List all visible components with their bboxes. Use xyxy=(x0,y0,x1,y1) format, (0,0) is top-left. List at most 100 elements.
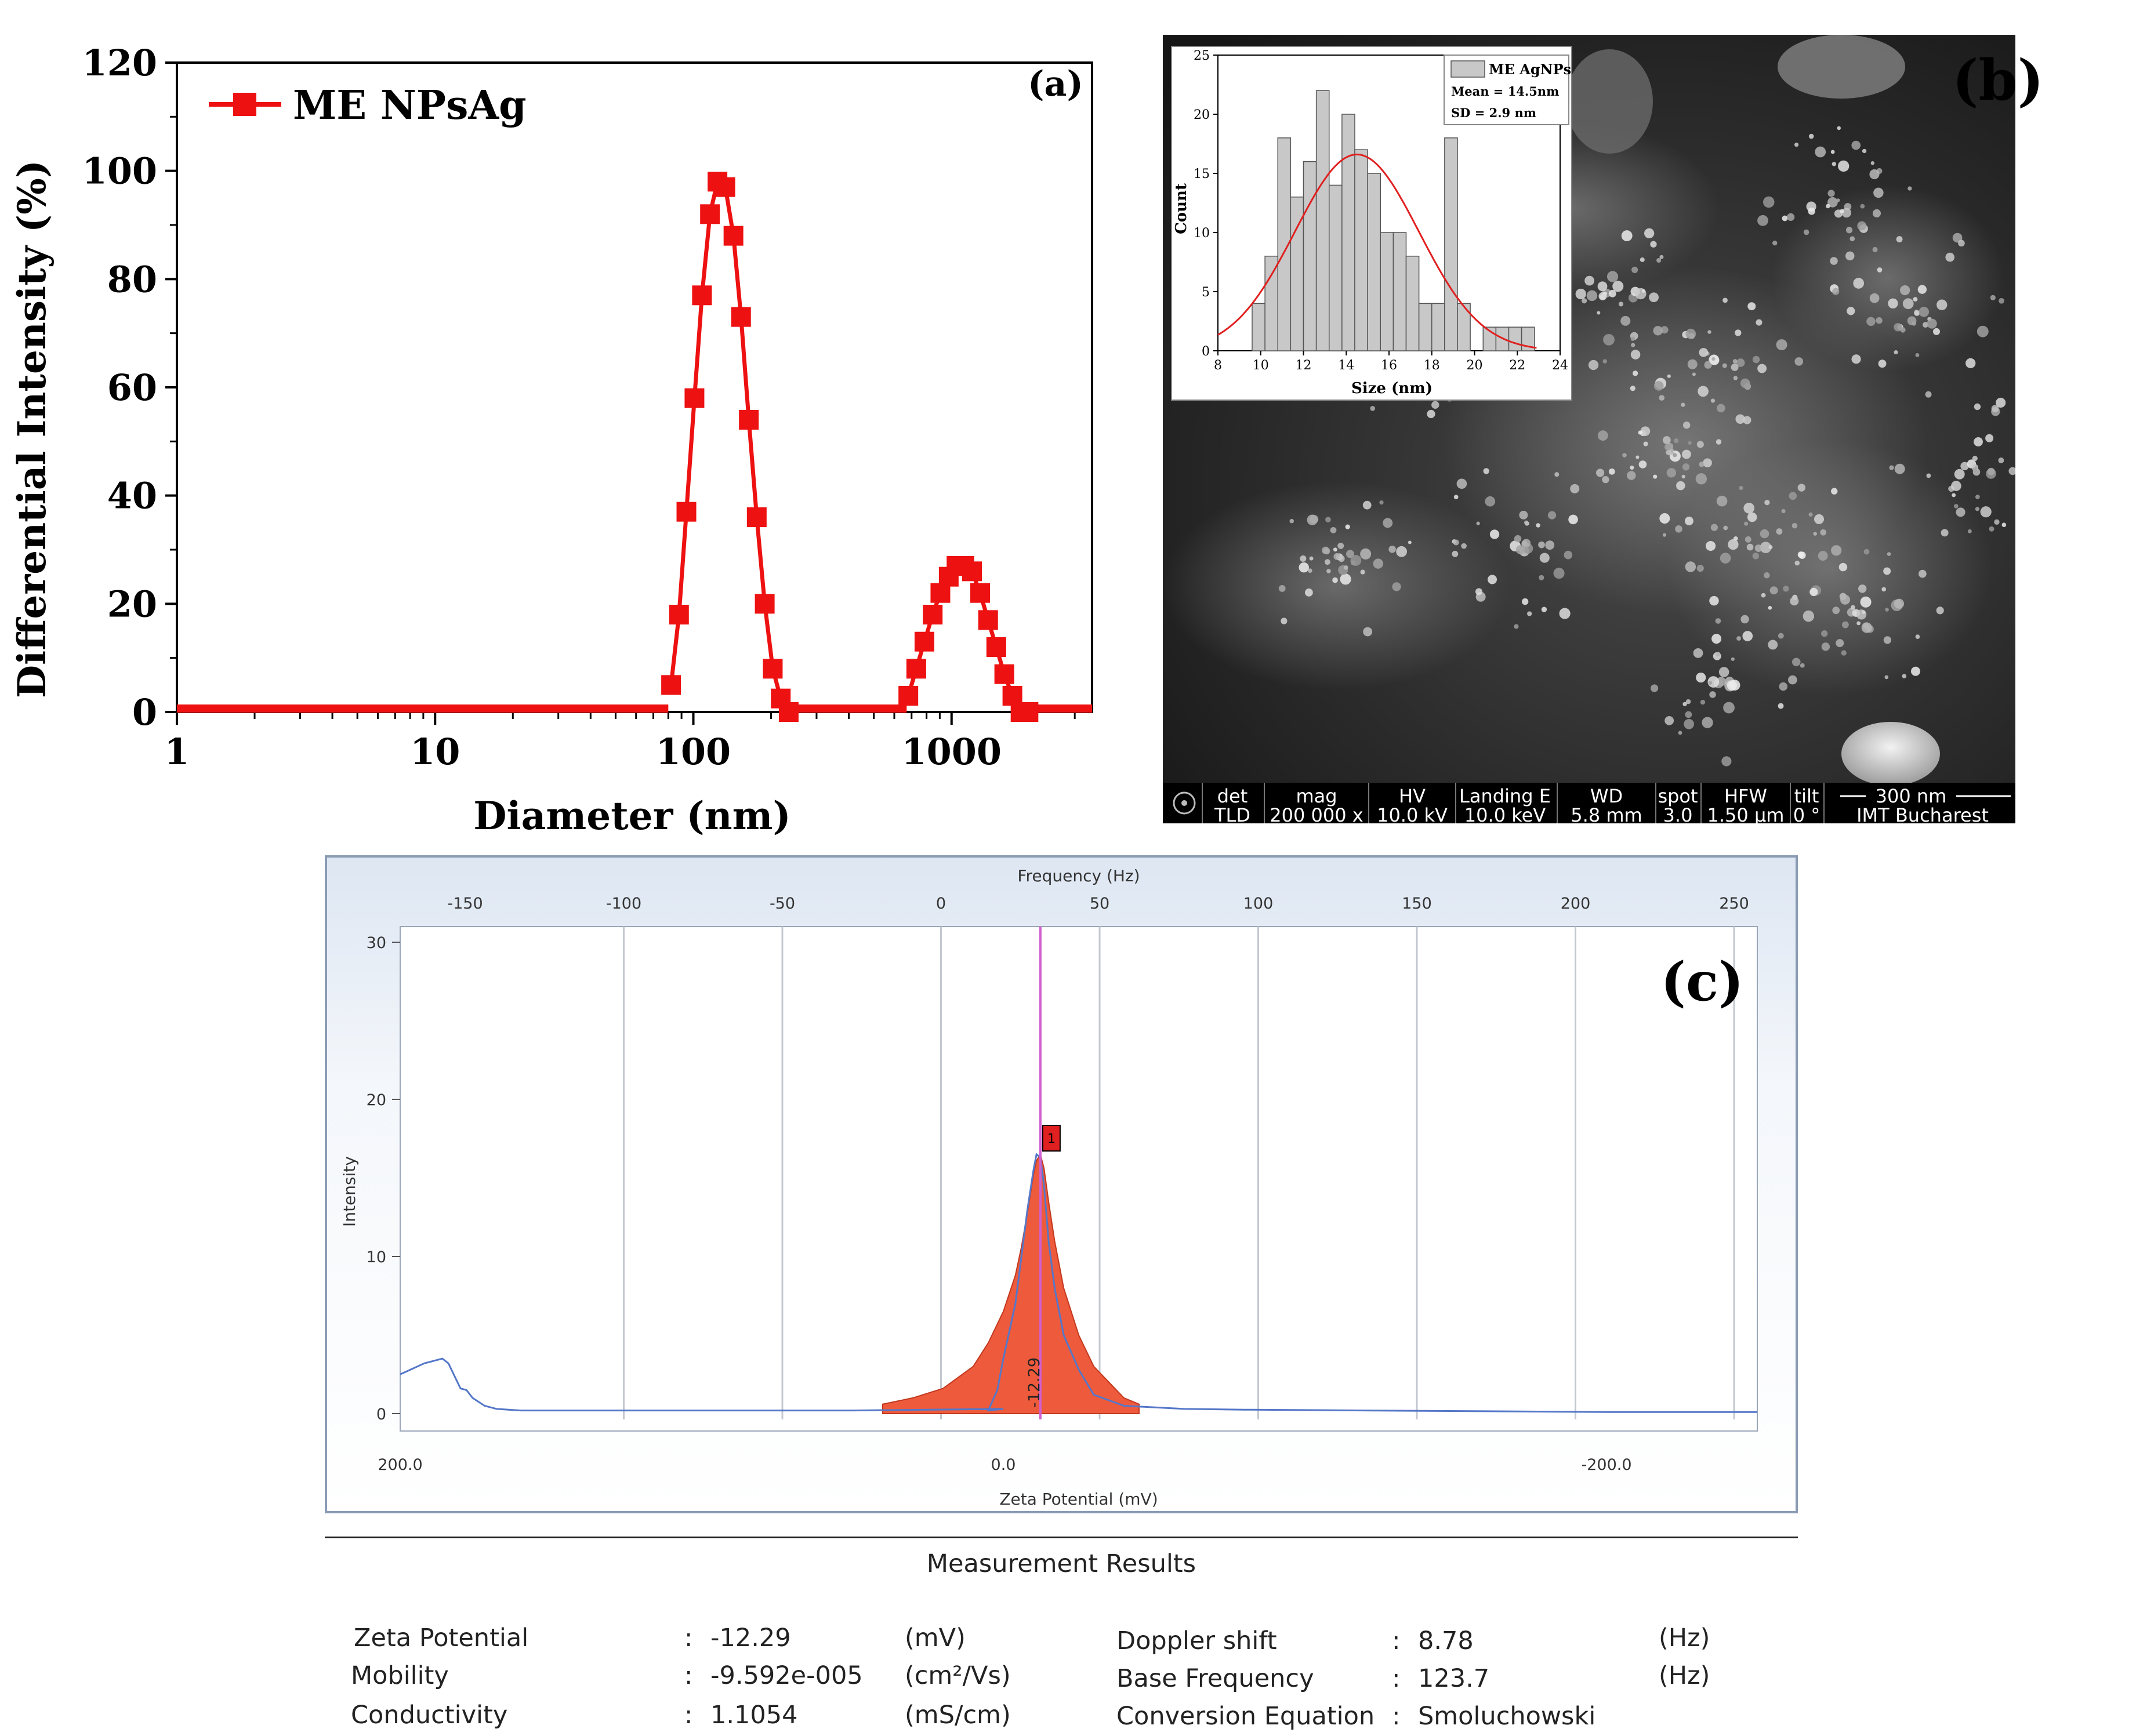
sem-particle xyxy=(1912,321,1916,326)
sem-particle xyxy=(1553,568,1565,579)
sem-particle xyxy=(1586,290,1598,302)
sem-particle xyxy=(1735,329,1742,336)
sem-info-value: 0 ° xyxy=(1793,804,1821,823)
sem-particle xyxy=(1630,336,1635,342)
sem-particle xyxy=(1338,555,1345,562)
sem-particle xyxy=(1760,529,1769,539)
sem-particle xyxy=(1918,569,1927,578)
histogram-bar xyxy=(1367,173,1381,351)
sem-particle xyxy=(1641,289,1645,293)
sem-particle xyxy=(1837,126,1841,130)
sem-particle xyxy=(1743,416,1751,424)
sem-particle xyxy=(1821,630,1828,637)
sem-particle xyxy=(1340,573,1351,585)
sem-info-header: Landing E xyxy=(1459,785,1551,807)
sem-particle xyxy=(1974,437,1983,446)
sem-particle xyxy=(1704,361,1712,369)
sem-particle xyxy=(1453,495,1459,500)
sem-particle xyxy=(1664,716,1674,725)
sem-particle xyxy=(1431,401,1439,409)
sem-particle xyxy=(1324,559,1330,565)
sem-particle xyxy=(1603,333,1615,346)
sem-info-value: 200 000 x xyxy=(1270,804,1363,823)
sem-particle xyxy=(1869,169,1880,180)
sem-particle xyxy=(1643,441,1648,446)
histogram-bar xyxy=(1392,232,1407,351)
sem-info-header: WD xyxy=(1590,785,1623,807)
dls-x-tick-label: 100 xyxy=(656,731,731,773)
sem-particle xyxy=(1588,359,1599,371)
sem-particle xyxy=(1853,278,1865,289)
sem-particle xyxy=(1700,699,1706,705)
sem-particle xyxy=(1876,317,1883,324)
zeta-top-axis-title: Frequency (Hz) xyxy=(1017,866,1140,885)
histogram-legend-sd: SD = 2.9 nm xyxy=(1451,106,1536,120)
sem-particle xyxy=(1731,363,1739,371)
sem-particle xyxy=(1640,257,1645,262)
sem-particle xyxy=(1685,328,1696,339)
sem-particle xyxy=(1745,536,1751,543)
dls-data-point xyxy=(962,561,982,582)
sem-particle xyxy=(1778,633,1784,639)
result-unit: (mS/cm) xyxy=(905,1701,1011,1730)
sem-particle xyxy=(1304,588,1313,597)
dls-data-point xyxy=(898,686,919,706)
sem-particle xyxy=(1595,468,1605,477)
sem-particle xyxy=(1788,675,1797,685)
histogram-x-title: Size (nm) xyxy=(1351,380,1433,397)
histogram-bar xyxy=(1418,303,1433,351)
sem-particle xyxy=(1972,467,1978,473)
sem-particle xyxy=(1769,586,1778,595)
dls-data-point xyxy=(1018,702,1039,722)
sem-particle xyxy=(1667,374,1671,378)
sem-particle xyxy=(1676,481,1685,491)
sem-particle xyxy=(1832,162,1837,166)
sem-particle xyxy=(1894,350,1898,355)
sem-particle xyxy=(1794,357,1804,366)
dls-data-point xyxy=(669,605,689,624)
sem-particle xyxy=(1699,462,1705,467)
sem-particle xyxy=(1878,359,1887,368)
histogram-x-tick-label: 24 xyxy=(1552,358,1568,373)
sem-particle xyxy=(1862,148,1867,154)
sem-particle xyxy=(1584,275,1595,286)
sem-particle xyxy=(1333,547,1337,552)
histogram-x-tick-label: 20 xyxy=(1467,358,1483,373)
sem-particle xyxy=(1870,161,1875,165)
dls-data-point xyxy=(715,177,735,197)
result-unit: (mV) xyxy=(905,1624,966,1653)
sem-particle xyxy=(1757,364,1767,373)
sem-particle xyxy=(1830,257,1838,265)
sem-particle xyxy=(1698,386,1709,397)
histogram-fit-line xyxy=(1217,153,1537,349)
sem-particle xyxy=(1887,552,1891,556)
sem-info-header: tilt xyxy=(1794,785,1819,807)
dls-data-point xyxy=(755,594,775,614)
sem-particle xyxy=(1706,541,1716,551)
sem-particle xyxy=(1659,513,1670,524)
sem-particle xyxy=(1956,507,1965,517)
sem-particle xyxy=(1453,539,1459,546)
sem-info-value: TLD xyxy=(1214,804,1250,823)
sem-particle xyxy=(1650,684,1659,692)
result-separator: : xyxy=(684,1624,693,1653)
sem-particle xyxy=(1597,281,1608,292)
sem-particle xyxy=(1664,444,1671,451)
sem-particle xyxy=(1996,397,2006,408)
dls-data-point xyxy=(994,664,1014,684)
sem-info-header: det xyxy=(1217,785,1248,807)
sem-particle xyxy=(1527,611,1532,616)
dls-legend-label: ME NPsAg xyxy=(293,82,527,129)
sem-particle xyxy=(1539,553,1550,563)
histogram-y-tick-label: 25 xyxy=(1194,49,1210,63)
sem-particle xyxy=(1808,133,1814,139)
sem-particle xyxy=(1896,236,1903,243)
sem-info-value: 5.8 mm xyxy=(1571,804,1642,823)
sem-particle xyxy=(1885,608,1889,612)
sem-particle xyxy=(1830,150,1835,154)
sem-particle xyxy=(1881,587,1887,592)
sem-particle xyxy=(1789,492,1797,500)
sem-particle xyxy=(1902,674,1907,678)
dls-data-point xyxy=(778,702,799,722)
